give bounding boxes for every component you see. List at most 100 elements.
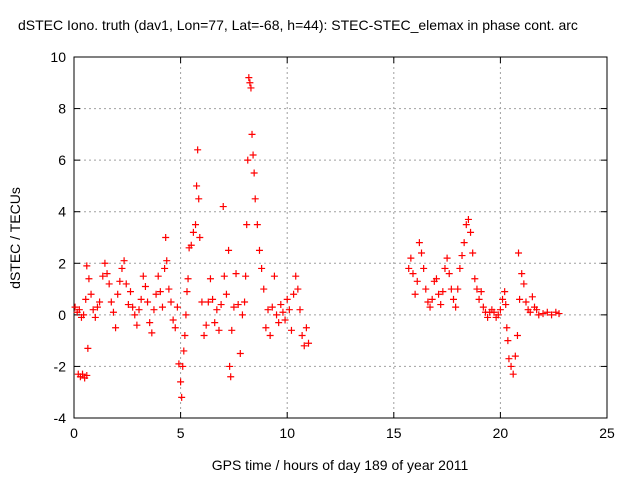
x-tick-label: 10 [279,425,295,441]
data-point [253,221,261,229]
data-point [173,303,181,311]
data-point [475,295,483,303]
data-point [426,303,434,311]
data-point [222,290,230,298]
data-point [177,378,185,386]
data-point [213,306,221,314]
data-point [441,264,449,272]
data-point [82,295,90,303]
data-point [202,321,210,329]
data-point [535,311,543,319]
data-point [194,146,202,154]
data-point [509,370,517,378]
data-point [178,393,186,401]
y-tick-label: -2 [54,358,67,374]
data-point [135,306,143,314]
data-point [230,303,238,311]
data-point [246,79,254,87]
data-point [247,84,255,92]
x-axis-label: GPS time / hours of day 189 of year 2011 [212,457,469,473]
data-point [232,270,240,278]
data-point [539,310,547,318]
data-point [137,295,145,303]
data-point [154,272,162,280]
data-point [411,290,419,298]
data-point [494,311,502,319]
data-point [449,295,457,303]
data-point [144,298,152,306]
data-points [71,74,563,401]
data-point [277,301,285,309]
data-point [89,306,97,314]
data-point [505,355,513,363]
data-point [262,324,270,332]
data-point [490,308,498,316]
data-point [181,331,189,339]
data-point [273,311,281,319]
data-point [513,331,521,339]
data-point [215,326,223,334]
data-point [479,303,487,311]
data-point [71,303,79,311]
data-point [258,264,266,272]
data-point [85,275,93,283]
data-point [141,282,149,290]
data-point [268,303,276,311]
data-point [415,239,423,247]
data-point [447,285,455,293]
data-point [264,306,272,314]
data-point [198,298,206,306]
data-point [183,288,191,296]
data-point [193,182,201,190]
data-point [184,275,192,283]
data-point [152,290,160,298]
data-point [165,285,173,293]
y-tick-label: 10 [50,49,66,65]
y-tick-label: 8 [58,101,66,117]
data-point [251,195,259,203]
data-point [103,270,111,278]
data-point [242,272,250,280]
data-point [120,257,128,265]
data-point [435,290,443,298]
x-tick-label: 15 [386,425,402,441]
y-tick-label: -4 [54,410,67,426]
x-tick-label: 20 [493,425,509,441]
chart-title: dSTEC Iono. truth (dav1, Lon=77, Lat=-68… [18,17,578,33]
data-point [439,288,447,296]
data-point [533,306,541,314]
data-point [129,303,137,311]
data-point [217,301,225,309]
data-point [175,360,183,368]
data-point [80,311,88,319]
data-point [84,344,92,352]
data-point [409,270,417,278]
data-point [107,298,115,306]
data-point [234,301,242,309]
data-point [171,324,179,332]
data-point [131,311,139,319]
data-point [296,306,304,314]
data-point [211,319,219,327]
data-point [555,310,563,318]
data-point [552,308,560,316]
data-point [162,234,170,241]
data-point [179,362,187,370]
data-point [158,303,166,311]
data-point [146,319,154,327]
data-point [281,316,289,324]
data-point [126,288,134,296]
data-point [420,264,428,272]
x-tick-label: 5 [177,425,185,441]
data-point [118,264,126,272]
data-point [189,228,197,236]
data-point [428,295,436,303]
data-point [456,264,464,272]
data-point [248,130,256,138]
data-point [225,246,233,254]
data-point [139,272,147,280]
data-point [249,151,257,159]
data-point [255,246,263,254]
data-point [477,288,485,296]
data-point [515,249,523,257]
